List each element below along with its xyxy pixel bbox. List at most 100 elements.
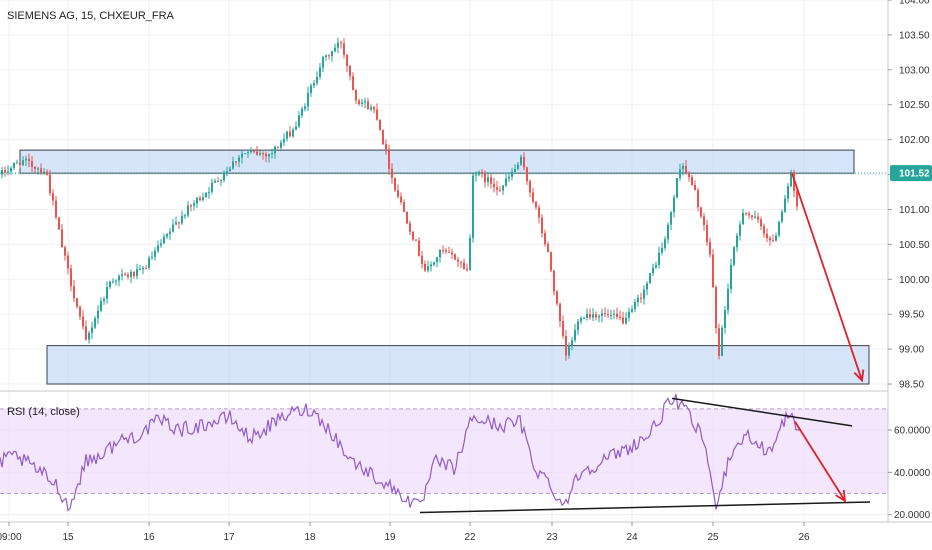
candle-body — [154, 250, 156, 257]
candle — [661, 242, 663, 256]
candle — [145, 264, 147, 270]
candle-body — [16, 162, 18, 164]
candle-body — [130, 271, 132, 277]
candle-body — [55, 200, 57, 218]
time-tick-label: 17 — [223, 532, 235, 543]
candle — [415, 239, 417, 242]
candle — [667, 222, 669, 244]
candle — [325, 54, 327, 61]
candle — [241, 149, 243, 164]
price-tick-label: 100.00 — [899, 275, 930, 286]
time-tick-label: 19 — [384, 532, 396, 543]
candle — [1, 166, 3, 179]
candle-body — [100, 301, 102, 311]
candle — [349, 64, 351, 81]
candle — [556, 290, 558, 306]
candle-body — [550, 252, 552, 271]
candle — [346, 54, 348, 73]
candle-body — [178, 222, 180, 224]
candle-body — [661, 247, 663, 253]
candle — [478, 170, 480, 177]
candle-body — [238, 157, 240, 162]
candle — [199, 195, 201, 202]
candle — [112, 278, 114, 284]
candle-body — [631, 309, 633, 312]
candle — [121, 268, 123, 281]
candle-body — [382, 129, 384, 144]
price-tick-label: 103.00 — [899, 65, 930, 76]
candle — [208, 186, 210, 199]
candle — [505, 174, 507, 187]
candle-body — [268, 153, 270, 157]
candle-body — [406, 211, 408, 224]
candle-body — [1, 170, 3, 175]
candle-body — [40, 168, 42, 173]
candle — [289, 126, 291, 138]
candle-body — [244, 153, 246, 155]
candle — [268, 153, 270, 163]
candle-body — [769, 238, 771, 241]
candle — [16, 159, 18, 165]
candle-body — [88, 332, 90, 340]
candle-body — [109, 281, 111, 288]
candle-body — [376, 109, 378, 120]
candle-body — [415, 239, 417, 241]
candle — [562, 315, 564, 339]
candle — [634, 298, 636, 313]
candle-body — [796, 191, 798, 207]
candle-body — [547, 244, 549, 253]
candle-body — [199, 197, 201, 201]
candle — [658, 246, 660, 269]
candle — [637, 294, 639, 307]
candle — [232, 156, 234, 170]
candle-body — [580, 318, 582, 322]
candle-body — [184, 215, 186, 217]
candle-body — [445, 250, 447, 252]
candle — [595, 311, 597, 321]
candle-body — [733, 247, 735, 265]
candle-body — [112, 281, 114, 283]
candle — [688, 171, 690, 182]
candle-body — [715, 287, 717, 329]
candle — [442, 245, 444, 254]
candle-body — [703, 216, 705, 225]
candle — [196, 197, 198, 209]
candle — [64, 245, 66, 261]
candle — [727, 283, 729, 315]
candle — [214, 178, 216, 184]
candle-body — [175, 222, 177, 225]
candle — [394, 177, 396, 193]
price-zone — [46, 345, 870, 385]
candle — [160, 239, 162, 248]
candle-body — [136, 269, 138, 277]
candle — [484, 170, 486, 188]
candle-body — [283, 138, 285, 143]
candle-body — [370, 106, 372, 110]
candle-body — [274, 146, 276, 154]
candle-body — [604, 313, 606, 315]
candle — [88, 330, 90, 344]
candle — [508, 172, 510, 183]
candle-body — [634, 302, 636, 310]
candle — [175, 216, 177, 226]
candle-body — [202, 197, 204, 201]
time-tick-label: 15 — [62, 532, 74, 543]
candle-body — [688, 173, 690, 178]
candle-body — [133, 271, 135, 277]
candle — [178, 221, 180, 230]
candle-body — [685, 166, 687, 174]
candle-body — [727, 288, 729, 311]
candle-body — [358, 100, 360, 104]
candle-body — [652, 267, 654, 274]
candle — [352, 72, 354, 91]
candle — [772, 234, 774, 243]
candle — [367, 97, 369, 110]
candle-body — [739, 224, 741, 236]
candle-body — [319, 67, 321, 77]
candle-body — [577, 321, 579, 330]
candle-body — [784, 198, 786, 212]
candle — [154, 247, 156, 261]
candle — [652, 263, 654, 277]
time-tick-label: 18 — [304, 532, 316, 543]
candle-body — [730, 264, 732, 289]
